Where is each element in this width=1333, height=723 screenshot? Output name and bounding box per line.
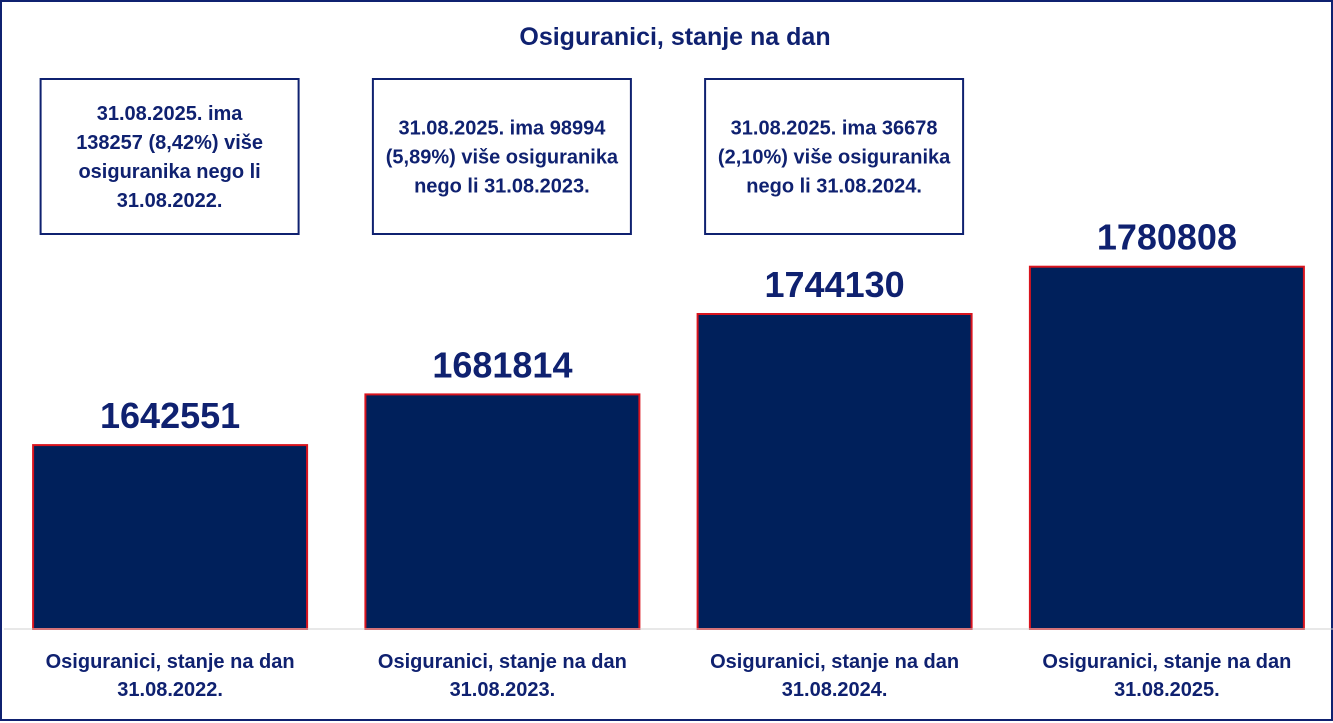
annotation-line: osiguranika nego li [78, 161, 260, 183]
annotation-text: 31.08.2025. ima 138257 (8,42%) više osigur… [76, 103, 263, 212]
bar-2 [364, 393, 641, 630]
category-label-line: 31.08.2023. [450, 679, 556, 701]
category-label-line: Osiguranici, stanje na dan [710, 651, 959, 673]
annotation-box-2: 31.08.2025. ima 98994 (5,89%) više osigur… [371, 78, 632, 235]
bar-4 [1028, 265, 1305, 630]
category-label-3: Osiguranici, stanje na dan 31.08.2024. [710, 651, 959, 701]
bars [32, 265, 1305, 630]
category-label-1: Osiguranici, stanje na dan 31.08.2022. [46, 651, 295, 701]
bar-1 [32, 444, 309, 630]
data-label-4: 1780808 [1097, 217, 1237, 258]
category-label-4: Osiguranici, stanje na dan 31.08.2025. [1042, 651, 1291, 701]
annotation-text: 31.08.2025. ima 36678 (2,10%) više osigur… [718, 118, 951, 198]
annotation-line: 31.08.2025. ima [97, 103, 244, 125]
category-label-line: Osiguranici, stanje na dan [378, 651, 627, 673]
annotation-border [371, 78, 632, 235]
annotation-line: 31.08.2025. ima 36678 [731, 118, 938, 140]
annotation-line: 31.08.2025. ima 98994 [398, 118, 606, 140]
annotation-border [39, 78, 300, 235]
category-label-line: Osiguranici, stanje na dan [1042, 651, 1291, 673]
category-labels: Osiguranici, stanje na dan 31.08.2022.Osi… [46, 651, 1292, 701]
category-label-line: Osiguranici, stanje na dan [46, 651, 295, 673]
annotation-line: 138257 (8,42%) više [76, 132, 263, 154]
category-label-line: 31.08.2025. [1114, 679, 1220, 701]
annotation-line: 31.08.2022. [117, 190, 223, 212]
category-label-line: 31.08.2024. [782, 679, 888, 701]
annotation-line: nego li 31.08.2023. [414, 176, 590, 198]
bar-3 [696, 313, 973, 630]
annotation-border [704, 78, 965, 235]
data-label-3: 1744130 [765, 264, 905, 305]
annotation-line: (2,10%) više osiguranika [718, 147, 951, 169]
annotation-line: nego li 31.08.2024. [746, 176, 922, 198]
data-label-2: 1681814 [432, 344, 572, 385]
annotation-line: (5,89%) više osiguranika [386, 147, 619, 169]
chart-title: Osiguranici, stanje na dan [519, 23, 830, 51]
annotations: 31.08.2025. ima 138257 (8,42%) više osigur… [39, 78, 965, 235]
category-label-line: 31.08.2022. [117, 679, 223, 701]
value-labels: 1642551 1681814 1744130 1780808 [100, 217, 1237, 436]
annotation-text: 31.08.2025. ima 98994 (5,89%) više osigur… [386, 118, 619, 198]
annotation-box-3: 31.08.2025. ima 36678 (2,10%) više osigur… [704, 78, 965, 235]
category-label-2: Osiguranici, stanje na dan 31.08.2023. [378, 651, 627, 701]
annotation-box-1: 31.08.2025. ima 138257 (8,42%) više osigur… [39, 78, 300, 235]
data-label-1: 1642551 [100, 395, 240, 436]
